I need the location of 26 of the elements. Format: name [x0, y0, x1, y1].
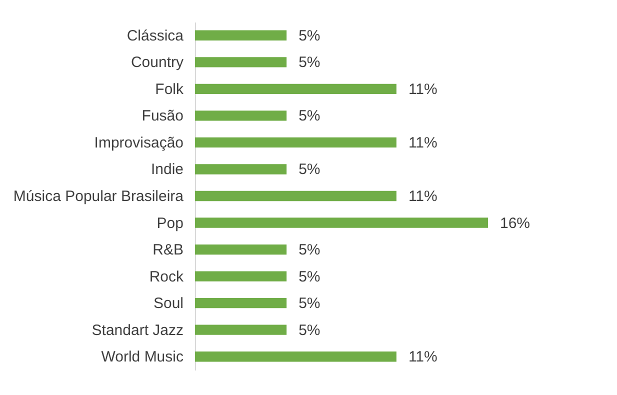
data-label: 5%: [298, 242, 320, 259]
data-label: 5%: [298, 268, 320, 286]
y-tick-label: Indie: [150, 161, 184, 178]
y-tick-label: Fusão: [142, 108, 184, 125]
y-tick-label: Música Popular Brasileira: [13, 188, 184, 205]
data-label: 11%: [408, 348, 438, 366]
y-tick-label: Soul: [153, 295, 184, 312]
data-label: 5%: [298, 322, 320, 339]
data-label: 5%: [298, 161, 320, 178]
data-label: 5%: [298, 54, 320, 72]
y-tick-label: Pop: [156, 214, 184, 232]
y-tick-label: Improvisação: [94, 134, 184, 152]
y-tick-label: World Music: [101, 348, 184, 366]
y-tick-label: Country: [130, 54, 184, 72]
data-label: 5%: [298, 27, 320, 44]
y-tick-label: R&B: [152, 242, 184, 259]
data-label: 16%: [500, 214, 530, 232]
data-label: 11%: [408, 80, 438, 98]
y-tick-label: Standart Jazz: [92, 322, 184, 339]
data-label: 11%: [408, 134, 438, 152]
data-label: 5%: [298, 108, 320, 125]
data-label: 5%: [298, 295, 320, 312]
y-tick-label: Clássica: [126, 27, 184, 44]
y-tick-label: Folk: [155, 80, 184, 98]
data-label: 11%: [408, 188, 438, 205]
y-tick-label: Rock: [149, 268, 184, 286]
